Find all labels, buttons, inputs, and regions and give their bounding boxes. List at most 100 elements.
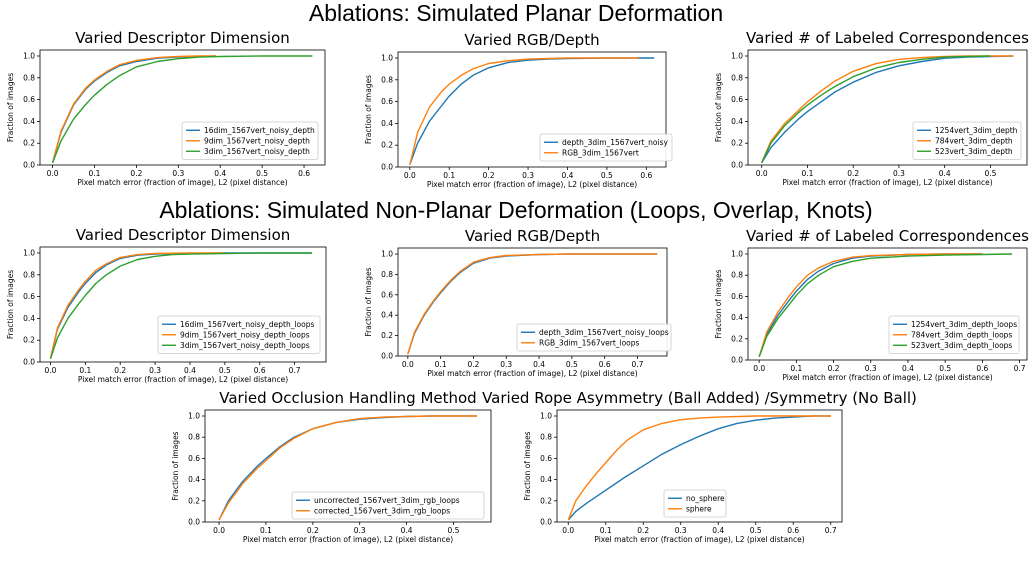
plot-frame <box>747 49 1028 166</box>
y-tick-label: 0.0 <box>23 358 35 367</box>
x-tick-label: 0.2 <box>847 169 859 178</box>
x-tick-label: 0.1 <box>790 364 802 373</box>
legend-label: depth_3dim_1567vert_noisy <box>562 138 668 147</box>
y-tick-label: 0.4 <box>23 117 35 126</box>
y-tick-label: 0.4 <box>188 475 200 484</box>
chart-title: Varied # of Labeled Correspondences <box>746 29 1029 47</box>
x-tick-label: 0.1 <box>435 360 447 369</box>
series-line-orange <box>51 55 216 163</box>
series-line-green <box>51 55 313 164</box>
y-tick-label: 0.4 <box>540 475 552 484</box>
x-tick-label: 0.3 <box>865 364 877 373</box>
legend-box <box>516 323 672 352</box>
y-tick-label: 1.0 <box>381 54 393 63</box>
y-axis-label: Fraction of images <box>171 431 180 500</box>
legend-label: 9dim_1567vert_noisy_depth_loops <box>180 330 310 339</box>
legend-label: 16dim_1567vert_noisy_depth <box>204 126 315 135</box>
legend-label: RGB_3dim_1567vert_loops <box>539 338 640 347</box>
y-axis-label: Fraction of images <box>364 75 373 144</box>
series-line-orange <box>218 415 477 521</box>
series-line-orange <box>409 57 639 165</box>
plot-frame <box>397 247 668 357</box>
y-tick-label: 0.2 <box>731 139 743 148</box>
x-axis-label: Pixel match error (fraction of image), L… <box>78 375 288 384</box>
x-tick-label: 0.6 <box>298 169 310 178</box>
x-axis-label: Pixel match error (fraction of image), L… <box>77 178 287 187</box>
x-tick-label: 0.0 <box>756 169 768 178</box>
y-tick-label: 1.0 <box>381 250 393 259</box>
y-axis-label: Fraction of images <box>6 270 15 339</box>
chart-panel: Varied RGB/Depth 0.0 0.1 0.2 0.3 0.4 0.5 0.6 0.0… <box>364 31 673 189</box>
chart-panel: Varied # of Labeled Correspondences 0.0 0.… <box>714 29 1029 187</box>
y-tick-label: 0.0 <box>188 518 200 527</box>
x-tick-label: 0.6 <box>254 366 266 375</box>
y-tick-label: 0.0 <box>731 161 743 170</box>
y-tick-label: 0.2 <box>731 334 743 343</box>
y-tick-label: 1.0 <box>731 250 743 259</box>
y-tick-label: 0.2 <box>381 141 393 150</box>
chart-title: Varied Descriptor Dimension <box>75 29 290 47</box>
x-tick-label: 0.3 <box>149 366 161 375</box>
x-tick-label: 0.6 <box>599 360 611 369</box>
x-tick-label: 0.1 <box>79 366 91 375</box>
y-tick-label: 0.6 <box>23 292 35 301</box>
chart-title: Varied # of Labeled Correspondences <box>746 227 1029 245</box>
chart-panel: Varied Rope Asymmetry (Ball Added) /Symm… <box>482 389 917 544</box>
legend-label: depth_3dim_1567vert_noisy_loops <box>539 328 669 337</box>
legend-label: 523vert_3dim_depth <box>935 147 1013 156</box>
y-tick-label: 0.6 <box>381 97 393 106</box>
y-axis-label: Fraction of images <box>6 73 15 142</box>
y-tick-label: 0.4 <box>23 314 35 323</box>
chart-panel: Varied Descriptor Dimension 0.0 0.1 0.2 0.3 0… <box>6 29 326 187</box>
y-axis-label: Fraction of images <box>714 73 723 142</box>
x-tick-label: 0.3 <box>893 169 905 178</box>
legend-box <box>157 315 321 354</box>
x-tick-label: 0.4 <box>562 171 574 180</box>
x-tick-label: 0.1 <box>600 526 612 535</box>
x-tick-label: 0.2 <box>307 526 319 535</box>
x-tick-label: 0.1 <box>89 169 101 178</box>
x-axis-label: Pixel match error (fraction of image), L… <box>782 178 992 187</box>
legend-label: 3dim_1567vert_noisy_depth_loops <box>180 341 310 350</box>
x-tick-label: 0.2 <box>467 360 479 369</box>
chart-title: Varied RGB/Depth <box>464 31 599 49</box>
legend-label: sphere <box>686 504 712 513</box>
x-tick-label: 0.4 <box>902 364 914 373</box>
y-tick-label: 0.6 <box>188 454 200 463</box>
x-tick-label: 0.7 <box>825 526 837 535</box>
x-tick-label: 0.5 <box>448 526 460 535</box>
legend-label: 16dim_1567vert_noisy_depth_loops <box>180 320 314 329</box>
y-tick-label: 1.0 <box>23 249 35 258</box>
legend-label: uncorrected_1567vert_3dim_rgb_loops <box>314 496 460 505</box>
plot-frame <box>39 49 326 166</box>
y-axis-label: Fraction of images <box>364 267 373 336</box>
y-tick-label: 1.0 <box>731 52 743 61</box>
x-tick-label: 0.7 <box>632 360 644 369</box>
legend-label: 9dim_1567vert_noisy_depth <box>204 136 310 145</box>
legend-box <box>181 121 319 160</box>
y-tick-label: 0.6 <box>731 292 743 301</box>
y-tick-label: 0.6 <box>23 95 35 104</box>
y-tick-label: 0.8 <box>381 75 393 84</box>
y-tick-label: 0.0 <box>731 356 743 365</box>
chart-title: Varied Occlusion Handling Method <box>219 389 476 407</box>
x-tick-label: 0.4 <box>401 526 413 535</box>
y-tick-label: 0.2 <box>381 331 393 340</box>
y-tick-label: 0.2 <box>540 496 552 505</box>
x-tick-label: 0.3 <box>172 169 184 178</box>
x-tick-label: 0.5 <box>219 366 231 375</box>
series-line-green <box>49 252 312 359</box>
x-tick-label: 0.0 <box>47 169 59 178</box>
legend-label: corrected_1567vert_3dim_rgb_loops <box>314 506 450 515</box>
series-line-orange <box>407 253 658 355</box>
x-axis-label: Pixel match error (fraction of image), L… <box>427 369 637 378</box>
y-tick-label: 0.4 <box>381 311 393 320</box>
x-axis-label: Pixel match error (fraction of image), L… <box>782 373 992 382</box>
x-tick-label: 0.6 <box>976 364 988 373</box>
y-tick-label: 0.6 <box>540 454 552 463</box>
y-tick-label: 0.4 <box>381 119 393 128</box>
chart-title: Varied Descriptor Dimension <box>76 226 291 244</box>
y-tick-label: 0.8 <box>731 271 743 280</box>
legend-box <box>539 133 673 162</box>
